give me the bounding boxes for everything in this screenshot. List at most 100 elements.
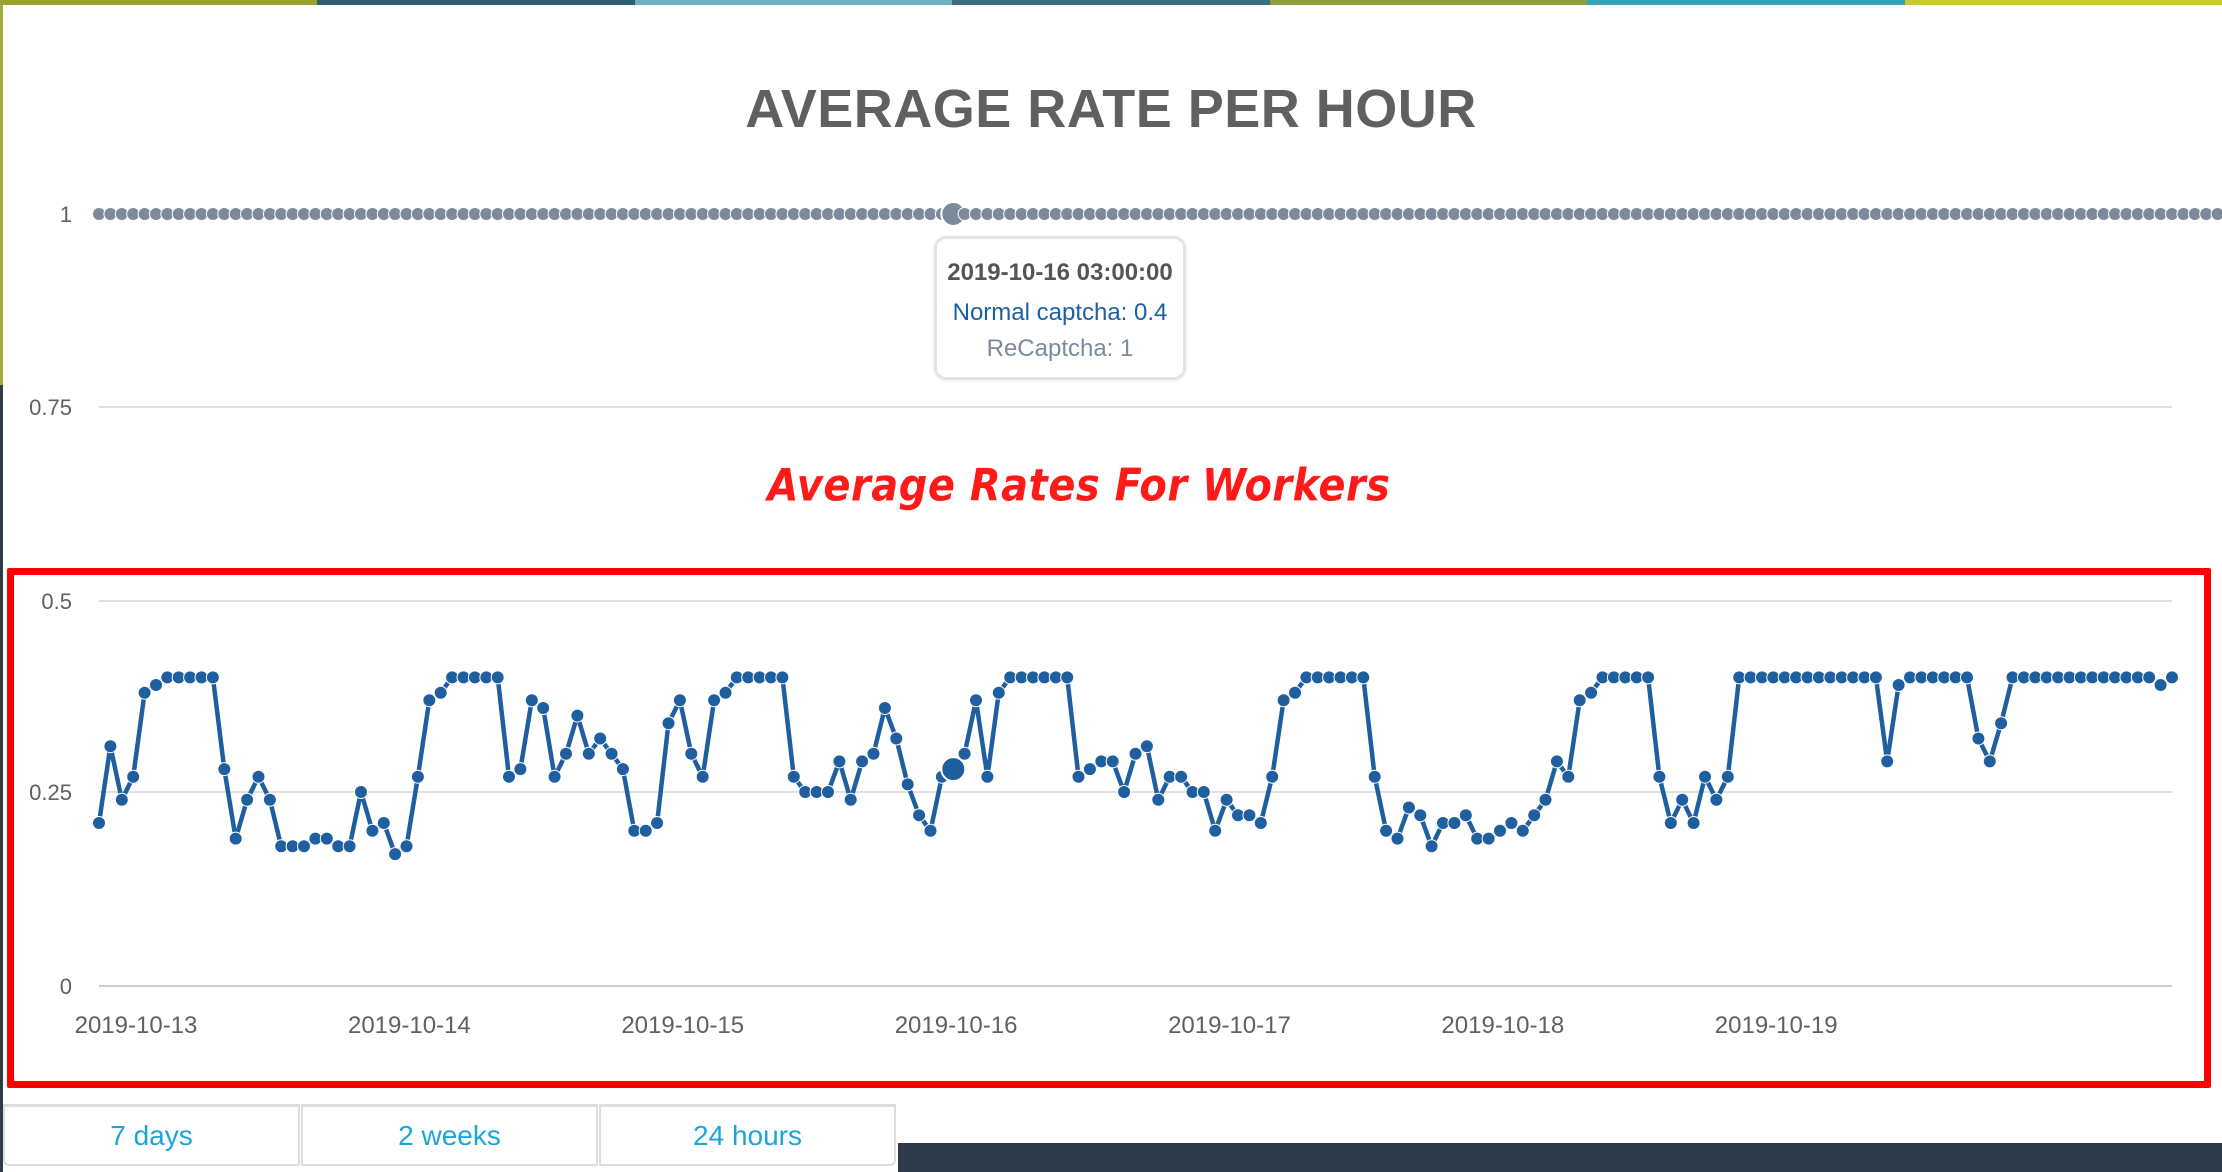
data-point[interactable] [103,739,118,754]
data-point[interactable] [399,839,414,854]
data-point[interactable] [1481,831,1496,846]
data-point[interactable] [923,823,938,838]
data-point[interactable] [1994,716,2009,731]
data-point[interactable] [388,847,403,862]
data-point[interactable] [1549,754,1564,769]
data-point[interactable] [319,831,334,846]
data-point[interactable] [661,716,676,731]
data-point[interactable] [365,823,380,838]
data-point[interactable] [137,685,152,700]
data-point[interactable] [536,701,551,715]
data-point[interactable] [422,693,437,708]
data-point[interactable] [228,831,243,846]
data-point[interactable] [1982,754,1997,769]
data-point[interactable] [786,769,801,784]
data-point[interactable] [251,769,266,784]
data-point[interactable] [524,693,539,708]
data-point[interactable] [1584,685,1599,700]
data-point[interactable] [866,746,881,761]
data-point[interactable] [1413,808,1428,823]
data-point[interactable] [615,762,630,777]
data-point[interactable] [991,685,1006,700]
data-point[interactable] [718,685,733,700]
data-point[interactable] [821,785,835,799]
data-point[interactable] [638,823,653,838]
series-normal-captcha[interactable] [92,670,2179,862]
data-point[interactable] [672,693,687,708]
data-point[interactable] [490,670,505,685]
data-point[interactable] [1379,823,1394,838]
data-point[interactable] [581,746,596,761]
data-point[interactable] [2210,207,2222,221]
data-point[interactable] [650,816,665,830]
data-point[interactable] [297,839,311,854]
data-point[interactable] [593,731,608,746]
data-point[interactable] [205,670,220,685]
data-point[interactable] [1196,785,1211,799]
data-point[interactable] [1447,816,1462,830]
data-point[interactable] [2165,670,2179,685]
data-point[interactable] [240,792,255,807]
data-point[interactable] [1128,746,1143,761]
range-24-hours-button[interactable]: 24 hours [599,1104,896,1166]
data-point[interactable] [126,769,141,784]
data-point[interactable] [1527,808,1542,823]
data-point[interactable] [1641,670,1656,685]
data-point[interactable] [1242,808,1257,823]
data-point[interactable] [1675,792,1690,807]
data-point[interactable] [1174,769,1189,784]
data-point[interactable] [433,685,448,700]
data-point[interactable] [1538,792,1553,807]
data-point[interactable] [1139,739,1154,754]
data-point[interactable] [1401,800,1416,815]
data-point[interactable] [1515,823,1530,838]
data-point[interactable] [513,762,528,777]
data-point[interactable] [1151,792,1166,807]
data-point[interactable] [547,769,562,784]
data-point[interactable] [1561,769,1576,784]
range-7-days-button[interactable]: 7 days [3,1104,300,1166]
data-point[interactable] [969,693,983,708]
data-point[interactable] [707,693,722,708]
data-point[interactable] [1720,769,1735,784]
data-point[interactable] [502,769,516,784]
data-point[interactable] [1117,785,1132,799]
data-point[interactable] [1060,670,1075,685]
data-point[interactable] [1208,823,1223,838]
data-point[interactable] [957,746,972,761]
data-point-highlighted[interactable] [940,756,967,783]
data-point[interactable] [604,746,619,761]
data-point[interactable] [912,808,927,823]
data-point[interactable] [1652,769,1667,784]
data-point[interactable] [92,816,106,830]
data-point[interactable] [1493,823,1507,838]
data-point[interactable] [1253,816,1268,830]
data-point[interactable] [1971,731,1986,746]
data-point[interactable] [855,754,870,769]
data-point[interactable] [1880,754,1895,769]
data-point[interactable] [1709,792,1724,807]
data-point[interactable] [684,746,699,761]
data-point[interactable] [342,839,357,854]
data-point[interactable] [1390,831,1405,846]
series-lines[interactable] [92,201,2222,862]
data-point[interactable] [695,769,710,784]
data-point[interactable] [832,754,847,769]
data-point[interactable] [1071,769,1086,784]
data-point[interactable] [1458,808,1473,823]
data-point[interactable] [1868,670,1883,685]
data-point[interactable] [376,816,391,830]
data-point[interactable] [1891,678,1906,692]
data-point[interactable] [1219,792,1234,807]
data-point[interactable] [2142,670,2157,685]
data-point[interactable] [1960,670,1974,685]
data-point[interactable] [1504,816,1519,830]
data-point[interactable] [1424,839,1439,854]
data-point[interactable] [1367,769,1382,784]
data-point[interactable] [980,769,995,784]
data-point[interactable] [900,777,915,792]
data-point[interactable] [889,731,904,746]
data-point[interactable] [217,762,232,777]
data-point[interactable] [877,701,892,715]
